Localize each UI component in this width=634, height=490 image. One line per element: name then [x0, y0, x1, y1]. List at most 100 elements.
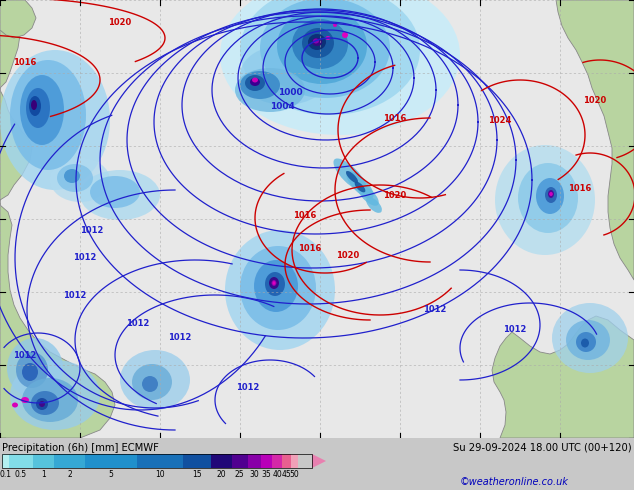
Ellipse shape	[240, 0, 420, 115]
Text: 1012: 1012	[63, 291, 87, 299]
Ellipse shape	[26, 88, 50, 128]
Ellipse shape	[142, 376, 158, 392]
Bar	[231, 454, 248, 468]
Ellipse shape	[536, 178, 564, 214]
Ellipse shape	[245, 75, 265, 91]
Text: 45: 45	[281, 470, 291, 479]
Text: 1012: 1012	[503, 325, 527, 335]
Text: 35: 35	[262, 470, 271, 479]
Ellipse shape	[80, 170, 160, 220]
Polygon shape	[0, 0, 36, 38]
Ellipse shape	[20, 75, 64, 145]
Text: 1020: 1020	[583, 96, 607, 104]
Text: 1012: 1012	[236, 384, 260, 392]
Text: 2: 2	[67, 470, 72, 479]
Ellipse shape	[346, 171, 358, 183]
Ellipse shape	[64, 169, 80, 183]
Bar	[55, 454, 85, 468]
Text: 1016: 1016	[299, 244, 321, 252]
Bar	[272, 454, 282, 468]
Text: Su 29-09-2024 18.00 UTC (00+120): Su 29-09-2024 18.00 UTC (00+120)	[453, 443, 632, 453]
Text: 1016: 1016	[294, 211, 317, 220]
Ellipse shape	[273, 281, 276, 285]
Bar	[32, 454, 55, 468]
Text: 1012: 1012	[13, 350, 37, 360]
Text: 1012: 1012	[168, 334, 191, 343]
Polygon shape	[0, 200, 115, 438]
Ellipse shape	[265, 272, 285, 296]
Ellipse shape	[220, 0, 460, 135]
Text: 1004: 1004	[269, 101, 294, 111]
Ellipse shape	[252, 77, 258, 82]
Ellipse shape	[354, 182, 365, 193]
Bar	[183, 454, 211, 468]
Ellipse shape	[552, 303, 628, 373]
Ellipse shape	[36, 398, 48, 410]
Ellipse shape	[240, 71, 280, 99]
Ellipse shape	[548, 190, 554, 198]
Ellipse shape	[325, 36, 330, 40]
Ellipse shape	[277, 8, 367, 84]
Text: 40: 40	[272, 470, 282, 479]
Polygon shape	[492, 316, 634, 438]
Text: 25: 25	[235, 470, 245, 479]
Bar	[291, 454, 299, 468]
Ellipse shape	[132, 364, 172, 400]
Bar	[2, 454, 9, 468]
Text: 1016: 1016	[13, 57, 37, 67]
Ellipse shape	[254, 260, 298, 312]
Ellipse shape	[545, 187, 557, 203]
Bar	[137, 454, 183, 468]
Ellipse shape	[39, 401, 45, 407]
Text: 1000: 1000	[278, 88, 302, 97]
Ellipse shape	[0, 50, 110, 190]
Text: 1012: 1012	[74, 253, 97, 263]
Ellipse shape	[260, 0, 390, 98]
Ellipse shape	[566, 320, 610, 360]
Bar	[248, 454, 261, 468]
Ellipse shape	[313, 39, 319, 44]
Ellipse shape	[308, 34, 326, 50]
Bar	[282, 454, 291, 468]
Bar	[85, 454, 137, 468]
Polygon shape	[312, 454, 326, 468]
Bar	[261, 454, 272, 468]
Text: 1012: 1012	[424, 305, 447, 315]
Text: 1012: 1012	[126, 318, 150, 327]
Ellipse shape	[346, 172, 373, 198]
Ellipse shape	[269, 277, 279, 289]
Ellipse shape	[16, 352, 48, 388]
Ellipse shape	[240, 45, 330, 105]
Ellipse shape	[357, 184, 378, 206]
Ellipse shape	[302, 28, 334, 58]
Ellipse shape	[576, 332, 596, 352]
Ellipse shape	[225, 230, 335, 350]
Text: 1016: 1016	[384, 114, 406, 122]
Ellipse shape	[250, 78, 260, 86]
Polygon shape	[556, 0, 634, 280]
Ellipse shape	[333, 23, 337, 27]
Text: 1012: 1012	[81, 225, 104, 235]
Ellipse shape	[235, 68, 305, 112]
Ellipse shape	[495, 145, 595, 255]
Text: 50: 50	[290, 470, 299, 479]
Ellipse shape	[90, 176, 140, 208]
Text: 0.1: 0.1	[0, 470, 11, 479]
Text: 1: 1	[41, 470, 46, 479]
Polygon shape	[0, 0, 20, 88]
Ellipse shape	[342, 32, 348, 38]
Ellipse shape	[21, 397, 29, 403]
Text: 5: 5	[108, 470, 113, 479]
Ellipse shape	[240, 246, 316, 330]
Ellipse shape	[366, 197, 382, 213]
Bar	[211, 454, 231, 468]
Text: 1020: 1020	[337, 250, 359, 260]
Text: 20: 20	[217, 470, 226, 479]
Bar	[2, 454, 312, 468]
Ellipse shape	[120, 350, 190, 410]
Ellipse shape	[10, 60, 86, 170]
Polygon shape	[0, 0, 32, 200]
Ellipse shape	[31, 391, 59, 415]
Ellipse shape	[12, 402, 18, 408]
Ellipse shape	[10, 360, 100, 430]
